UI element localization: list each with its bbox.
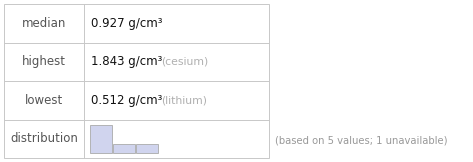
Bar bbox=[136, 144, 158, 153]
Bar bbox=[113, 144, 135, 153]
Text: 0.512 g/cm³: 0.512 g/cm³ bbox=[91, 94, 162, 107]
Text: highest: highest bbox=[22, 55, 66, 68]
Text: (based on 5 values; 1 unavailable): (based on 5 values; 1 unavailable) bbox=[275, 136, 447, 146]
Bar bbox=[90, 125, 112, 153]
Text: lowest: lowest bbox=[25, 94, 63, 107]
Text: (cesium): (cesium) bbox=[161, 57, 208, 67]
Text: 1.843 g/cm³: 1.843 g/cm³ bbox=[91, 55, 162, 68]
Text: 0.927 g/cm³: 0.927 g/cm³ bbox=[91, 17, 163, 30]
Text: distribution: distribution bbox=[10, 132, 78, 145]
Text: median: median bbox=[22, 17, 66, 30]
Text: (lithium): (lithium) bbox=[161, 95, 207, 105]
Bar bbox=[4, 4, 269, 158]
